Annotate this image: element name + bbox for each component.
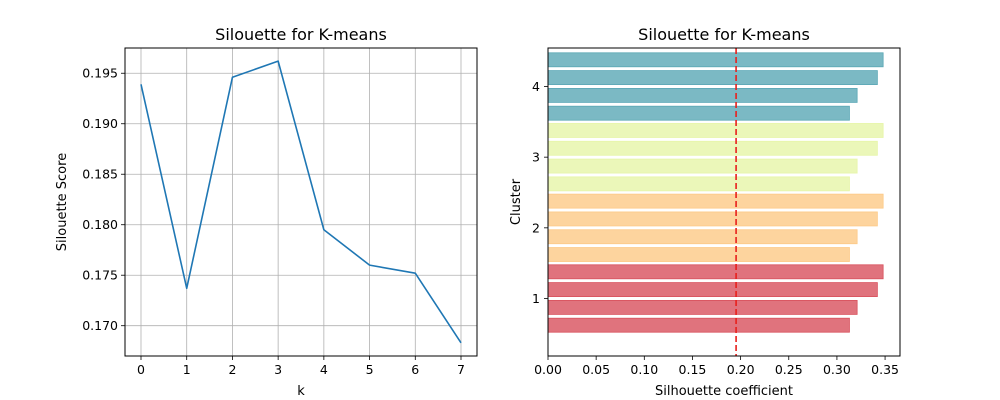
left-y-tick-label: 0.180 xyxy=(82,217,118,232)
cluster-2-bar xyxy=(547,211,878,227)
right-x-tick-label: 0.20 xyxy=(727,362,755,377)
cluster-4-bar xyxy=(547,70,878,85)
left-y-tick-label: 0.190 xyxy=(82,116,118,131)
cluster-3-bar xyxy=(547,123,884,138)
right-x-tick-label: 0.05 xyxy=(582,362,610,377)
cluster-4-bar xyxy=(547,52,884,68)
cluster-2-bar xyxy=(547,247,850,262)
right-x-tick-label: 0.35 xyxy=(871,362,899,377)
cluster-1-bar xyxy=(547,282,878,298)
left-chart-title: Silouette for K-means xyxy=(215,25,387,44)
left-x-axis-label: k xyxy=(297,384,305,399)
left-axes-frame xyxy=(124,47,478,357)
cluster-4-bar xyxy=(547,88,858,103)
left-x-tick-label: 5 xyxy=(366,362,374,377)
cluster-2-bar xyxy=(547,193,884,209)
right-x-tick-label: 0.15 xyxy=(679,362,707,377)
cluster-3-bar xyxy=(547,140,878,156)
right-x-tick-label: 0.00 xyxy=(534,362,562,377)
right-y-tick-label: 4 xyxy=(532,79,540,94)
left-y-tick-label: 0.195 xyxy=(82,66,118,81)
left-x-tick-label: 3 xyxy=(274,362,282,377)
left-y-tick-label: 0.170 xyxy=(82,318,118,333)
right-x-tick-label: 0.10 xyxy=(630,362,658,377)
left-y-tick-label: 0.175 xyxy=(82,268,118,283)
right-y-axis-label: Cluster xyxy=(509,178,524,225)
left-x-tick-label: 0 xyxy=(137,362,145,377)
cluster-4-bar xyxy=(547,105,850,121)
left-x-tick-label: 4 xyxy=(320,362,328,377)
left-x-tick-label: 1 xyxy=(183,362,191,377)
cluster-2-bar xyxy=(547,229,858,245)
cluster-1-bar xyxy=(547,317,850,333)
right-x-tick-label: 0.25 xyxy=(775,362,803,377)
right-x-axis-label: Silhouette coefficient xyxy=(655,384,793,399)
right-chart-title: Silouette for K-means xyxy=(638,25,810,44)
right-y-tick-label: 2 xyxy=(532,220,540,235)
cluster-1-bar xyxy=(547,264,884,280)
right-x-tick-label: 0.30 xyxy=(823,362,851,377)
silhouette-score-line xyxy=(140,60,462,344)
left-x-tick-label: 2 xyxy=(228,362,236,377)
left-x-tick-label: 7 xyxy=(457,362,465,377)
right-y-tick-label: 1 xyxy=(532,291,540,306)
cluster-3-bar xyxy=(547,158,858,174)
left-x-tick-label: 6 xyxy=(411,362,419,377)
left-y-axis-label: Silouette Score xyxy=(55,153,70,251)
right-y-tick-label: 3 xyxy=(532,150,540,165)
left-y-tick-label: 0.185 xyxy=(82,167,118,182)
right-axes-frame xyxy=(547,47,901,357)
cluster-3-bar xyxy=(547,176,850,192)
silhouette-bar-chart: 0.00 0.05 0.10 0.15 0.20 0.25 0.30 0.35 1 2 3 4 Si… xyxy=(509,25,901,399)
cluster-1-bar xyxy=(547,299,858,315)
